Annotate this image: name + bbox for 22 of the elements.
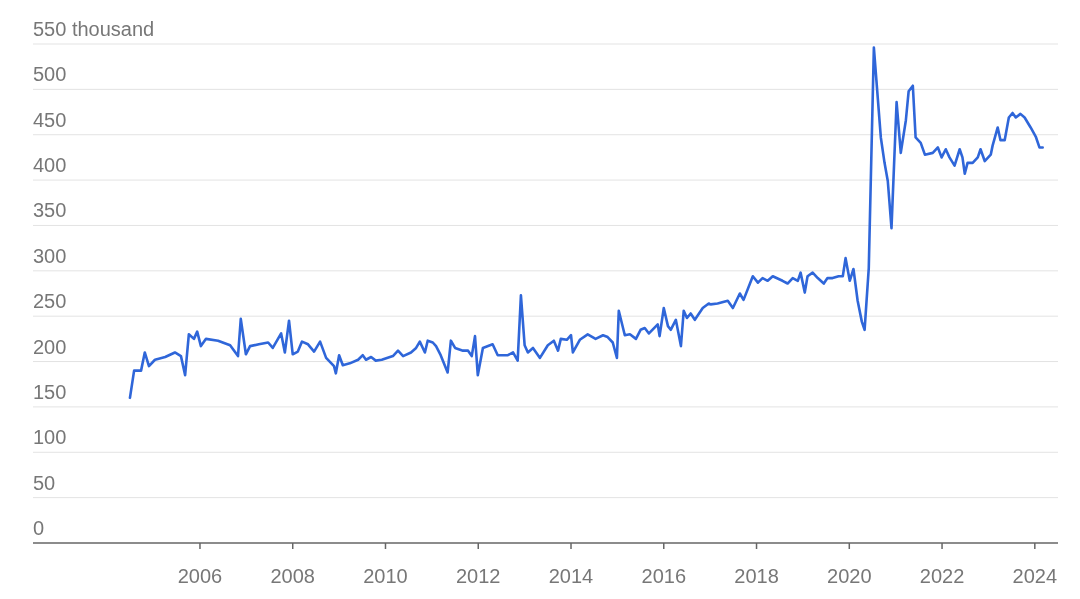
y-tick-label: 100 [33, 426, 67, 449]
y-tick-label: 150 [33, 380, 67, 403]
y-tick-label: 500 [33, 63, 67, 86]
y-tick-label: 250 [33, 290, 67, 313]
y-tick-label: 550 thousand [33, 18, 155, 40]
x-tick-label: 2016 [641, 565, 687, 587]
x-tick-label: 2006 [177, 565, 223, 587]
x-tick-label: 2014 [548, 565, 594, 587]
y-tick-label: 50 [33, 471, 56, 494]
x-tick-label: 2008 [270, 565, 315, 587]
y-tick-label: 200 [33, 335, 67, 358]
y-tick-label: 350 [33, 199, 67, 222]
y-tick-label: 400 [33, 154, 67, 177]
x-tick-label: 2018 [734, 565, 779, 587]
x-tick-label: 2020 [827, 565, 872, 587]
y-tick-label: 300 [33, 244, 67, 267]
y-tick-label: 450 [33, 108, 67, 131]
x-tick-label: 2010 [363, 565, 408, 587]
x-tick-label: 2022 [919, 565, 965, 587]
y-tick-label: 0 [33, 517, 45, 539]
x-tick-label: 2012 [456, 565, 501, 587]
x-tick-label: 2024 [1012, 565, 1058, 587]
